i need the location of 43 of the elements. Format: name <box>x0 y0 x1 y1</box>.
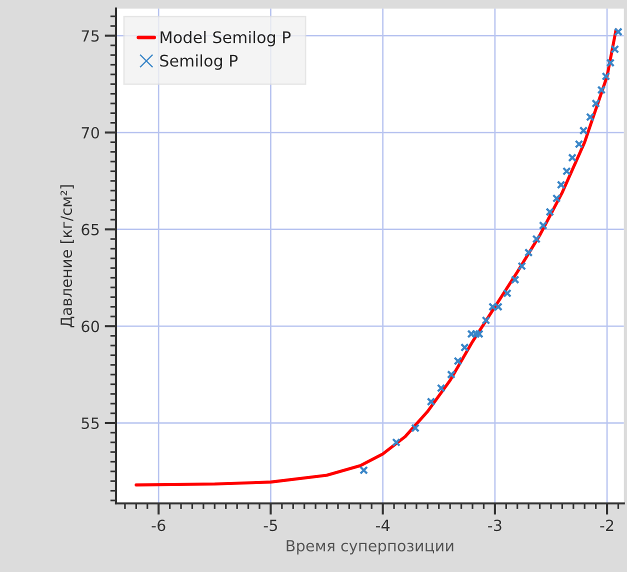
point <box>482 316 490 325</box>
point <box>454 356 462 366</box>
point <box>426 397 436 406</box>
point <box>579 126 588 135</box>
point <box>538 221 548 230</box>
point <box>597 86 606 94</box>
legend-label: Semilog P <box>160 54 238 70</box>
point <box>359 466 368 475</box>
x-axis-title: Время суперпозиции <box>286 540 454 554</box>
y-tick-label: 70 <box>82 126 100 139</box>
x-tick-label: -4 <box>376 520 390 531</box>
x-tick-label: -6 <box>152 520 166 532</box>
point <box>574 140 584 149</box>
point <box>392 438 401 447</box>
point <box>556 180 566 190</box>
point <box>410 424 420 432</box>
y-axis-title: Давление [кг/см²] <box>60 185 74 328</box>
point <box>606 58 615 68</box>
point <box>546 208 554 216</box>
point <box>586 112 595 122</box>
point <box>524 248 533 257</box>
y-tick-label: 55 <box>82 418 99 430</box>
point <box>562 166 572 176</box>
point <box>517 262 526 271</box>
point <box>532 234 541 244</box>
point <box>591 99 600 108</box>
point <box>568 153 577 162</box>
point <box>614 27 623 36</box>
point <box>502 288 512 298</box>
point <box>446 370 456 379</box>
point <box>552 194 561 203</box>
point <box>610 44 620 54</box>
point <box>460 343 470 352</box>
point <box>436 384 446 393</box>
x-tick-label: -5 <box>264 520 277 532</box>
y-tick-label: 60 <box>82 320 100 332</box>
legend-label: Model Semilog P <box>160 30 291 46</box>
y-tick-label: 65 <box>82 224 99 236</box>
point <box>602 72 610 81</box>
y-tick-label: 75 <box>82 30 99 42</box>
x-tick-label: -3 <box>488 520 502 532</box>
x-tick-label: -2 <box>600 520 614 531</box>
point <box>510 275 520 284</box>
